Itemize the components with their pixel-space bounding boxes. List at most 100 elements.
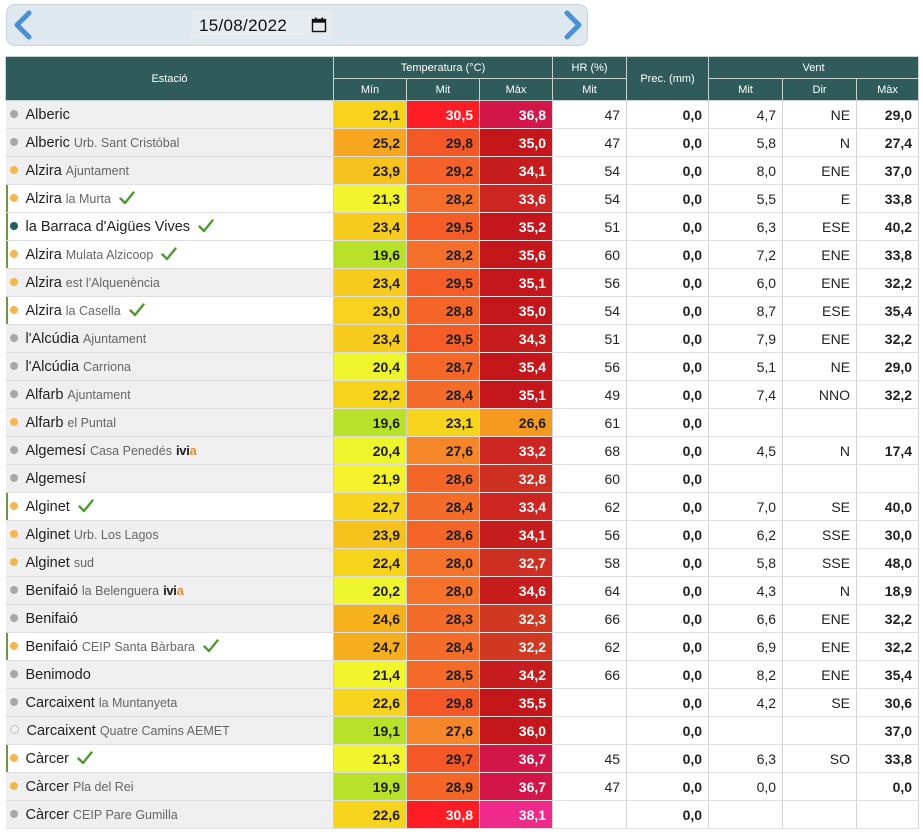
station-row[interactable]: Benifaió 24,6 28,3 32,3 66 0,0 6,6 ENE 32,2 — [5, 604, 920, 633]
header-temp-max[interactable]: Màx — [478, 78, 554, 101]
station-cell[interactable]: Càrcer Pla del Rei — [5, 772, 334, 801]
station-cell[interactable]: Alberic — [5, 100, 334, 129]
station-name[interactable]: Càrcer — [25, 779, 70, 795]
station-cell[interactable]: Alginet sud — [5, 548, 334, 577]
station-row[interactable]: Algemesí 21,9 28,6 32,8 60 0,0 — [5, 464, 920, 493]
station-location[interactable]: Casa Penedés — [89, 444, 172, 458]
station-row[interactable]: l'Alcúdia Carriona 20,4 28,7 35,4 56 0,0 5,1 NE 2… — [5, 352, 920, 381]
station-row[interactable]: Alzira Mulata Alzicoop 19,6 28,2 35,6 60 0,0 7,… — [5, 240, 920, 269]
station-cell[interactable]: Alginet Urb. Los Lagos — [5, 520, 334, 549]
station-name[interactable]: Carcaixent — [25, 695, 95, 711]
previous-day-button[interactable] — [9, 10, 39, 40]
station-row[interactable]: Alginet 22,7 28,4 33,4 62 0,0 7,0 SE 40,0 — [5, 492, 920, 521]
date-input[interactable]: 15/08/2022 — [191, 11, 333, 39]
station-location[interactable]: CEIP Santa Bàrbara — [81, 640, 195, 654]
station-name[interactable]: Alginet — [25, 499, 70, 515]
station-cell[interactable]: Carcaixent la Muntanyeta — [5, 688, 334, 717]
station-cell[interactable]: Benifaió CEIP Santa Bàrbara — [5, 632, 334, 661]
station-cell[interactable]: Alfarb Ajuntament — [5, 380, 334, 409]
station-cell[interactable]: Benifaió la Belenguera ivia — [5, 576, 334, 605]
station-name[interactable]: Alzira — [25, 191, 62, 207]
header-wind-dir[interactable]: Dir — [782, 78, 858, 101]
station-cell[interactable]: Carcaixent Quatre Camins AEMET — [5, 716, 334, 745]
header-temp-min[interactable]: Mín — [333, 78, 407, 101]
station-row[interactable]: Alginet sud 22,4 28,0 32,7 58 0,0 5,8 SSE 48,0 — [5, 548, 920, 577]
station-name[interactable]: Alginet — [25, 555, 70, 571]
station-cell[interactable]: Alzira Ajuntament — [5, 156, 334, 185]
station-cell[interactable]: Algemesí — [5, 464, 334, 493]
station-name[interactable]: Alfarb — [25, 387, 64, 403]
station-name[interactable]: l'Alcúdia — [25, 359, 80, 375]
station-row[interactable]: Alzira est l'Alquenència 23,4 29,5 35,1 56 0,0… — [5, 268, 920, 297]
header-temp-avg[interactable]: Mit — [406, 78, 480, 101]
station-cell[interactable]: Benifaió — [5, 604, 334, 633]
station-location[interactable]: la Belenguera — [81, 584, 160, 598]
station-row[interactable]: Alfarb Ajuntament 22,2 28,4 35,1 49 0,0 7,4 NNO 3… — [5, 380, 920, 409]
station-location[interactable]: el Puntal — [67, 416, 117, 430]
station-location[interactable]: sud — [73, 556, 94, 570]
station-name[interactable]: Alberic — [25, 135, 70, 151]
station-name[interactable]: Algemesí — [25, 471, 86, 487]
station-cell[interactable]: Alfarb el Puntal — [5, 408, 334, 437]
station-row[interactable]: Alberic Urb. Sant Cristóbal 25,2 29,8 35,0 47… — [5, 128, 920, 157]
station-row[interactable]: Alfarb el Puntal 19,6 23,1 26,6 61 0,0 — [5, 408, 920, 437]
station-cell[interactable]: l'Alcúdia Carriona — [5, 352, 334, 381]
station-name[interactable]: Carcaixent — [26, 723, 96, 739]
station-location[interactable]: Ajuntament — [83, 332, 147, 346]
station-location[interactable]: Ajuntament — [65, 164, 129, 178]
station-row[interactable]: Carcaixent Quatre Camins AEMET 19,1 27,6 36,… — [5, 716, 920, 745]
station-location[interactable]: Quatre Camins AEMET — [99, 724, 230, 738]
station-row[interactable]: Alzira la Murta 21,3 28,2 33,6 54 0,0 5,5 E 33,8 — [5, 184, 920, 213]
station-location[interactable]: CEIP Pare Gumilla — [73, 808, 178, 822]
station-location[interactable]: Ajuntament — [67, 388, 131, 402]
station-name[interactable]: Benifaió — [25, 583, 78, 599]
station-location[interactable]: est l'Alquenència — [65, 276, 160, 290]
station-cell[interactable]: Alberic Urb. Sant Cristóbal — [5, 128, 334, 157]
station-cell[interactable]: Alzira la Murta — [5, 184, 334, 213]
station-name[interactable]: Benifaió — [25, 611, 78, 627]
station-name[interactable]: Càrcer — [25, 807, 70, 823]
station-row[interactable]: Alberic 22,1 30,5 36,8 47 0,0 4,7 NE 29,0 — [5, 100, 920, 129]
station-name[interactable]: Alzira — [25, 303, 62, 319]
station-name[interactable]: la Barraca d'Aigües Vives — [25, 219, 191, 235]
station-cell[interactable]: la Barraca d'Aigües Vives — [5, 212, 334, 241]
station-name[interactable]: Alfarb — [25, 415, 64, 431]
header-wind-avg[interactable]: Mit — [708, 78, 784, 101]
station-row[interactable]: Alzira Ajuntament 23,9 29,2 34,1 54 0,0 8,0 ENE 3… — [5, 156, 920, 185]
station-cell[interactable]: Alzira la Casella — [5, 296, 334, 325]
station-name[interactable]: Càrcer — [25, 751, 70, 767]
station-row[interactable]: Algemesí Casa Penedés ivia 20,4 27,6 33,2 68 0,… — [5, 436, 920, 465]
station-location[interactable]: la Muntanyeta — [98, 696, 178, 710]
station-row[interactable]: Carcaixent la Muntanyeta 22,6 29,8 35,5 0,0 4,… — [5, 688, 920, 717]
station-row[interactable]: l'Alcúdia Ajuntament 23,4 29,5 34,3 51 0,0 7,9 E… — [5, 324, 920, 353]
header-precipitation[interactable]: Prec. (mm) — [626, 56, 710, 101]
station-location[interactable]: la Murta — [65, 192, 111, 206]
station-location[interactable]: Carriona — [83, 360, 131, 374]
station-name[interactable]: Algemesí — [25, 443, 86, 459]
station-row[interactable]: Alginet Urb. Los Lagos 23,9 28,6 34,1 56 0,0 6,… — [5, 520, 920, 549]
station-name[interactable]: Alberic — [25, 107, 70, 123]
station-cell[interactable]: Càrcer — [5, 744, 334, 773]
station-name[interactable]: Alginet — [25, 527, 70, 543]
station-name[interactable]: Benimodo — [25, 667, 91, 683]
station-name[interactable]: Alzira — [25, 247, 62, 263]
station-cell[interactable]: l'Alcúdia Ajuntament — [5, 324, 334, 353]
station-name[interactable]: Benifaió — [25, 639, 78, 655]
header-station[interactable]: Estació — [5, 56, 334, 101]
station-cell[interactable]: Alzira est l'Alquenència — [5, 268, 334, 297]
station-row[interactable]: Alzira la Casella 23,0 28,8 35,0 54 0,0 8,7 ESE 3… — [5, 296, 920, 325]
station-cell[interactable]: Càrcer CEIP Pare Gumilla — [5, 800, 334, 829]
station-row[interactable]: Benimodo 21,4 28,5 34,2 66 0,0 8,2 ENE 35,4 — [5, 660, 920, 689]
station-cell[interactable]: Alzira Mulata Alzicoop — [5, 240, 334, 269]
station-name[interactable]: l'Alcúdia — [25, 331, 80, 347]
station-cell[interactable]: Alginet — [5, 492, 334, 521]
station-name[interactable]: Alzira — [25, 275, 62, 291]
station-row[interactable]: Càrcer Pla del Rei 19,9 28,9 36,7 47 0,0 0,0 0,0 — [5, 772, 920, 801]
station-location[interactable]: la Casella — [65, 304, 121, 318]
station-location[interactable]: Urb. Los Lagos — [73, 528, 159, 542]
station-cell[interactable]: Algemesí Casa Penedés ivia — [5, 436, 334, 465]
header-wind-max[interactable]: Màx — [856, 78, 920, 101]
next-day-button[interactable] — [557, 10, 587, 40]
station-row[interactable]: Benifaió la Belenguera ivia 20,2 28,0 34,6 64 0… — [5, 576, 920, 605]
calendar-icon[interactable] — [311, 17, 327, 33]
